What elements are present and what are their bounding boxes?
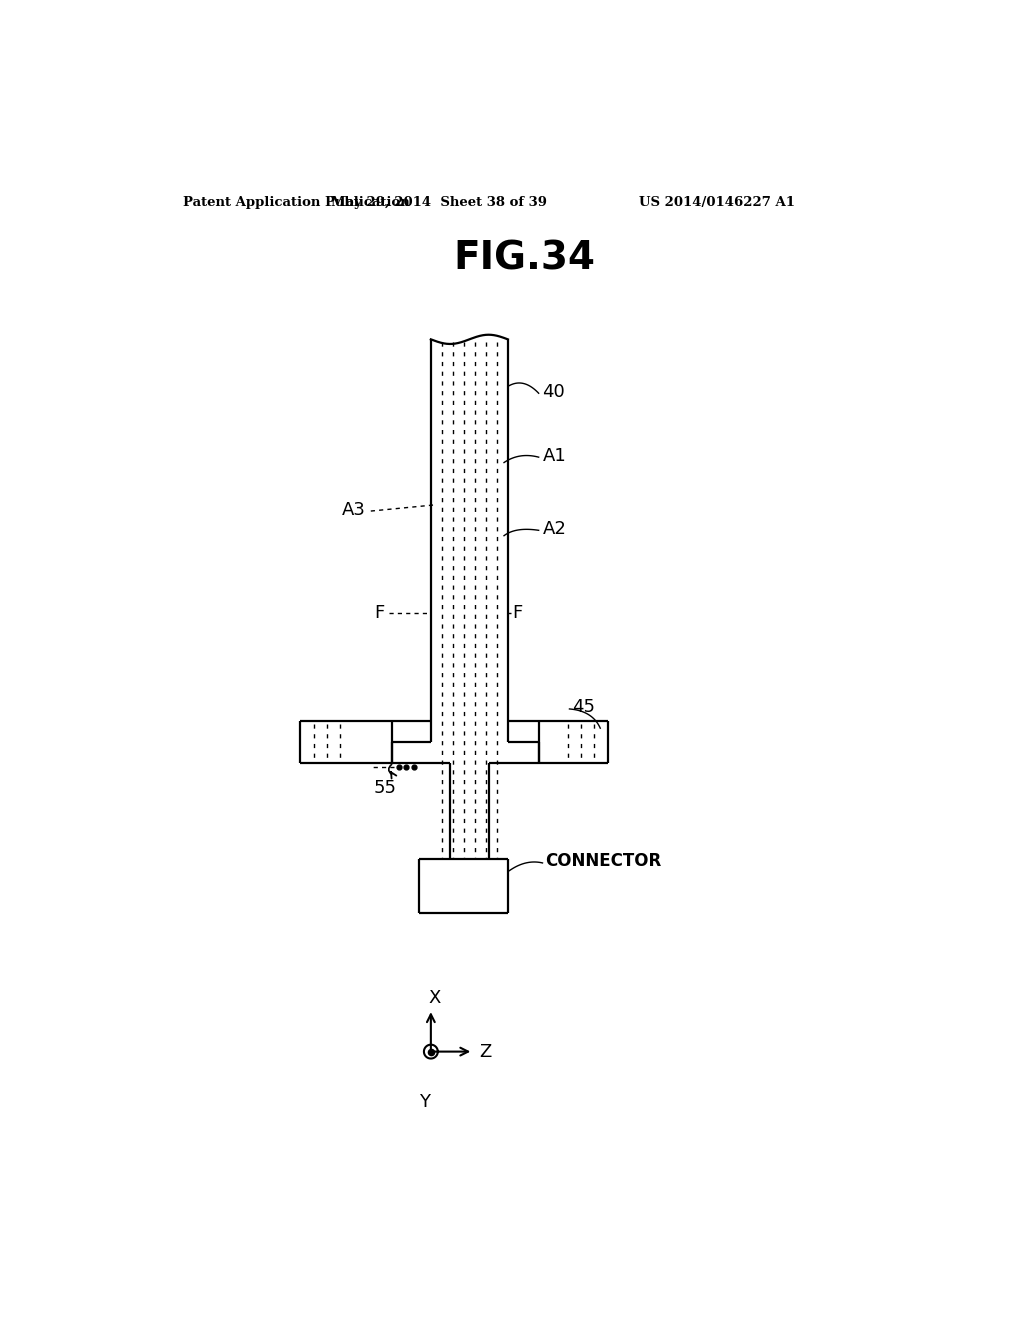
- Text: Y: Y: [419, 1093, 430, 1110]
- Text: F: F: [375, 603, 385, 622]
- Text: Z: Z: [479, 1043, 492, 1060]
- Text: Patent Application Publication: Patent Application Publication: [183, 195, 410, 209]
- Text: A2: A2: [543, 520, 566, 537]
- Text: 45: 45: [572, 698, 596, 717]
- Text: 40: 40: [543, 383, 565, 401]
- Text: FIG.34: FIG.34: [454, 239, 596, 277]
- Text: A1: A1: [543, 446, 566, 465]
- Text: F: F: [512, 603, 522, 622]
- Text: 55: 55: [373, 779, 396, 797]
- Text: US 2014/0146227 A1: US 2014/0146227 A1: [639, 195, 795, 209]
- Text: May 29, 2014  Sheet 38 of 39: May 29, 2014 Sheet 38 of 39: [331, 195, 547, 209]
- Text: A3: A3: [342, 500, 366, 519]
- Text: X: X: [428, 990, 441, 1007]
- Text: CONNECTOR: CONNECTOR: [545, 853, 662, 870]
